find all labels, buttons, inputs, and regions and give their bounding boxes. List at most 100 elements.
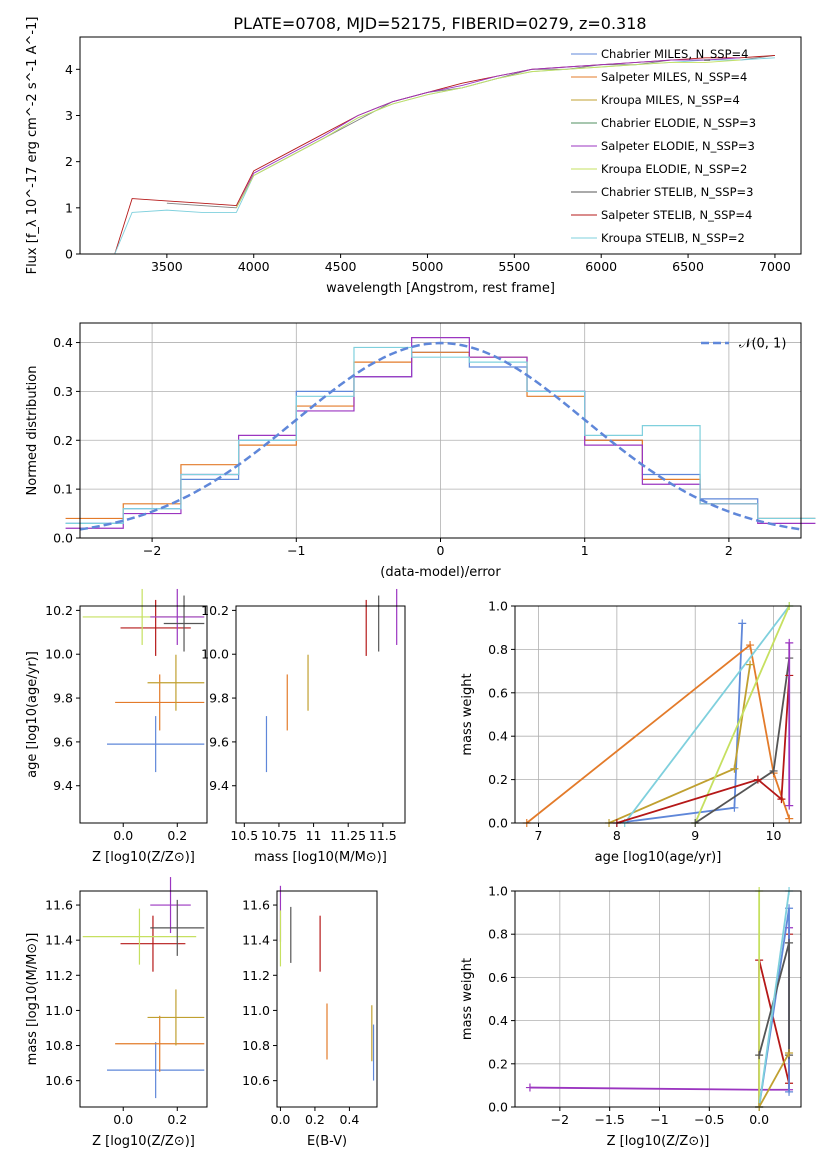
marker-salpeter-miles xyxy=(785,814,794,823)
x-tick-label: −0.5 xyxy=(694,1112,724,1127)
series-kroupa-stelib xyxy=(623,605,790,824)
y-tick-label: 9.4 xyxy=(209,778,229,793)
y-tick-label: 9.4 xyxy=(53,778,73,793)
x-tick-label: 9 xyxy=(691,828,699,843)
x-tick-label: −2 xyxy=(551,1112,569,1127)
x-tick-label: 3500 xyxy=(151,259,183,274)
legend-label: 𝒩(0, 1) xyxy=(739,337,786,352)
y-tick-label: 10.6 xyxy=(242,1073,270,1088)
axes-frame xyxy=(79,36,802,255)
x-axis-label: E(B-V) xyxy=(307,1134,347,1149)
legend-label: Chabrier ELODIE, N_SSP=3 xyxy=(601,116,756,130)
x-axis-label: wavelength [Angstrom, rest frame] xyxy=(326,281,555,296)
x-axis-label: (data-model)/error xyxy=(380,565,501,580)
y-tick-label: 0.3 xyxy=(53,384,73,399)
marker-salpeter-elodie xyxy=(785,638,794,647)
y-tick-label: 0.4 xyxy=(488,729,508,744)
panel-age-vs-mass: 10.5 10.75 11 11.25 11.5 9.4 9.6 9.8 10.0 10.2 mas… xyxy=(201,588,406,865)
panel-age-vs-z: 0.0 0.2 9.4 9.6 9.8 10.0 10.2 Z [log10(Z/Z⊙)] ag… xyxy=(25,588,208,865)
panel-mass-vs-ebv: 0.0 0.2 0.4 10.6 10.8 11.0 11.2 11.4 11.6 E(B-V) xyxy=(242,885,378,1149)
legend-label: Salpeter STELIB, N_SSP=4 xyxy=(601,208,752,222)
axes-frame xyxy=(79,890,208,1108)
x-tick-label: 7000 xyxy=(759,259,791,274)
x-tick-label: 11.5 xyxy=(369,828,397,843)
y-tick-label: 9.6 xyxy=(209,734,229,749)
y-tick-label: 11.0 xyxy=(242,1003,270,1018)
series-kroupa-stelib xyxy=(758,890,790,1108)
y-tick-label: 10.0 xyxy=(45,647,73,662)
series-salpeter-miles xyxy=(65,351,816,520)
y-tick-label: 0.4 xyxy=(488,1013,508,1028)
y-tick-label: 0 xyxy=(65,247,73,262)
marker-chabrier-stelib xyxy=(785,938,794,947)
x-axis-label: Z [log10(Z/Z⊙)] xyxy=(92,1134,195,1149)
y-axis-label: mass weight xyxy=(460,673,475,755)
marker-kroupa-miles xyxy=(746,660,755,669)
x-tick-label: 1 xyxy=(581,543,589,558)
series-kroupa-elodie xyxy=(235,59,741,209)
series-salpeter-elodie xyxy=(235,57,741,209)
series-kroupa-stelib xyxy=(114,57,775,255)
marker-salpeter-elodie xyxy=(525,1083,534,1092)
marker-kroupa-miles xyxy=(785,1049,794,1057)
y-tick-label: 11.6 xyxy=(45,898,73,913)
x-tick-label: −1.5 xyxy=(594,1112,624,1127)
x-tick-label: 6000 xyxy=(585,259,617,274)
axes-frame xyxy=(514,890,802,1108)
legend-label: Kroupa ELODIE, N_SSP=2 xyxy=(601,162,747,176)
x-tick-label: 8 xyxy=(613,828,621,843)
x-tick-label: −1 xyxy=(287,543,305,558)
x-tick-label: 5000 xyxy=(412,259,444,274)
marker-salpeter-stelib xyxy=(753,775,762,784)
y-tick-label: 0.4 xyxy=(53,335,73,350)
marker-kroupa-miles xyxy=(730,764,739,773)
axes-frame xyxy=(79,322,802,539)
x-tick-label: 11 xyxy=(306,828,322,843)
x-tick-label: 10 xyxy=(766,828,782,843)
x-tick-label: −1 xyxy=(650,1112,668,1127)
panel-mass-vs-z: 0.0 0.2 10.6 10.8 11.0 11.2 11.4 11.6 Z [log10(Z… xyxy=(25,877,208,1149)
x-axis-label: Z [log10(Z/Z⊙)] xyxy=(607,1134,710,1149)
x-axis-label: Z [log10(Z/Z⊙)] xyxy=(92,850,195,865)
legend-label: Chabrier MILES, N_SSP=4 xyxy=(601,47,748,61)
y-tick-label: 0.1 xyxy=(53,482,73,497)
legend-label: Chabrier STELIB, N_SSP=3 xyxy=(601,185,753,199)
x-tick-label: 10.75 xyxy=(261,828,297,843)
y-tick-label: 0.2 xyxy=(488,1056,508,1071)
x-tick-label: 0.0 xyxy=(271,1112,291,1127)
x-tick-label: 6500 xyxy=(672,259,704,274)
y-tick-label: 9.8 xyxy=(209,691,229,706)
y-axis-label: mass [log10(M/M⊙)] xyxy=(25,933,40,1066)
x-tick-label: 4000 xyxy=(238,259,270,274)
figure-title: PLATE=0708, MJD=52175, FIBERID=0279, z=0… xyxy=(233,14,646,33)
y-tick-label: 10.8 xyxy=(242,1038,270,1053)
y-tick-label: 10.6 xyxy=(45,1073,73,1088)
axes-frame xyxy=(79,605,208,824)
marker-chabrier-stelib xyxy=(769,766,778,775)
y-tick-label: 4 xyxy=(65,62,73,77)
y-tick-label: 0.2 xyxy=(488,772,508,787)
y-axis-label: Normed distribution xyxy=(25,366,40,496)
x-tick-label: 0.0 xyxy=(113,1112,133,1127)
y-tick-label: 1 xyxy=(65,200,73,215)
x-tick-label: 4500 xyxy=(325,259,357,274)
series-kroupa-miles xyxy=(758,1052,790,1108)
y-tick-label: 10.2 xyxy=(201,603,229,618)
y-tick-label: 3 xyxy=(65,108,73,123)
y-tick-label: 11.0 xyxy=(45,1003,73,1018)
y-tick-label: 10.8 xyxy=(45,1038,73,1053)
x-tick-label: −2 xyxy=(143,543,161,558)
y-tick-label: 0.0 xyxy=(488,1100,508,1115)
y-tick-label: 1.0 xyxy=(488,599,508,614)
legend-label: Salpeter ELODIE, N_SSP=3 xyxy=(601,139,755,153)
x-axis-label: mass [log10(M/M⊙)] xyxy=(254,850,387,865)
series-salpeter-stelib xyxy=(616,675,791,824)
y-tick-label: 10.2 xyxy=(45,603,73,618)
series-salpeter-stelib xyxy=(114,55,775,255)
y-axis-label: mass weight xyxy=(460,958,475,1040)
x-tick-label: 0 xyxy=(437,543,445,558)
x-tick-label: 0.2 xyxy=(167,828,187,843)
marker-salpeter-stelib xyxy=(777,795,786,804)
x-tick-label: 10.5 xyxy=(230,828,258,843)
